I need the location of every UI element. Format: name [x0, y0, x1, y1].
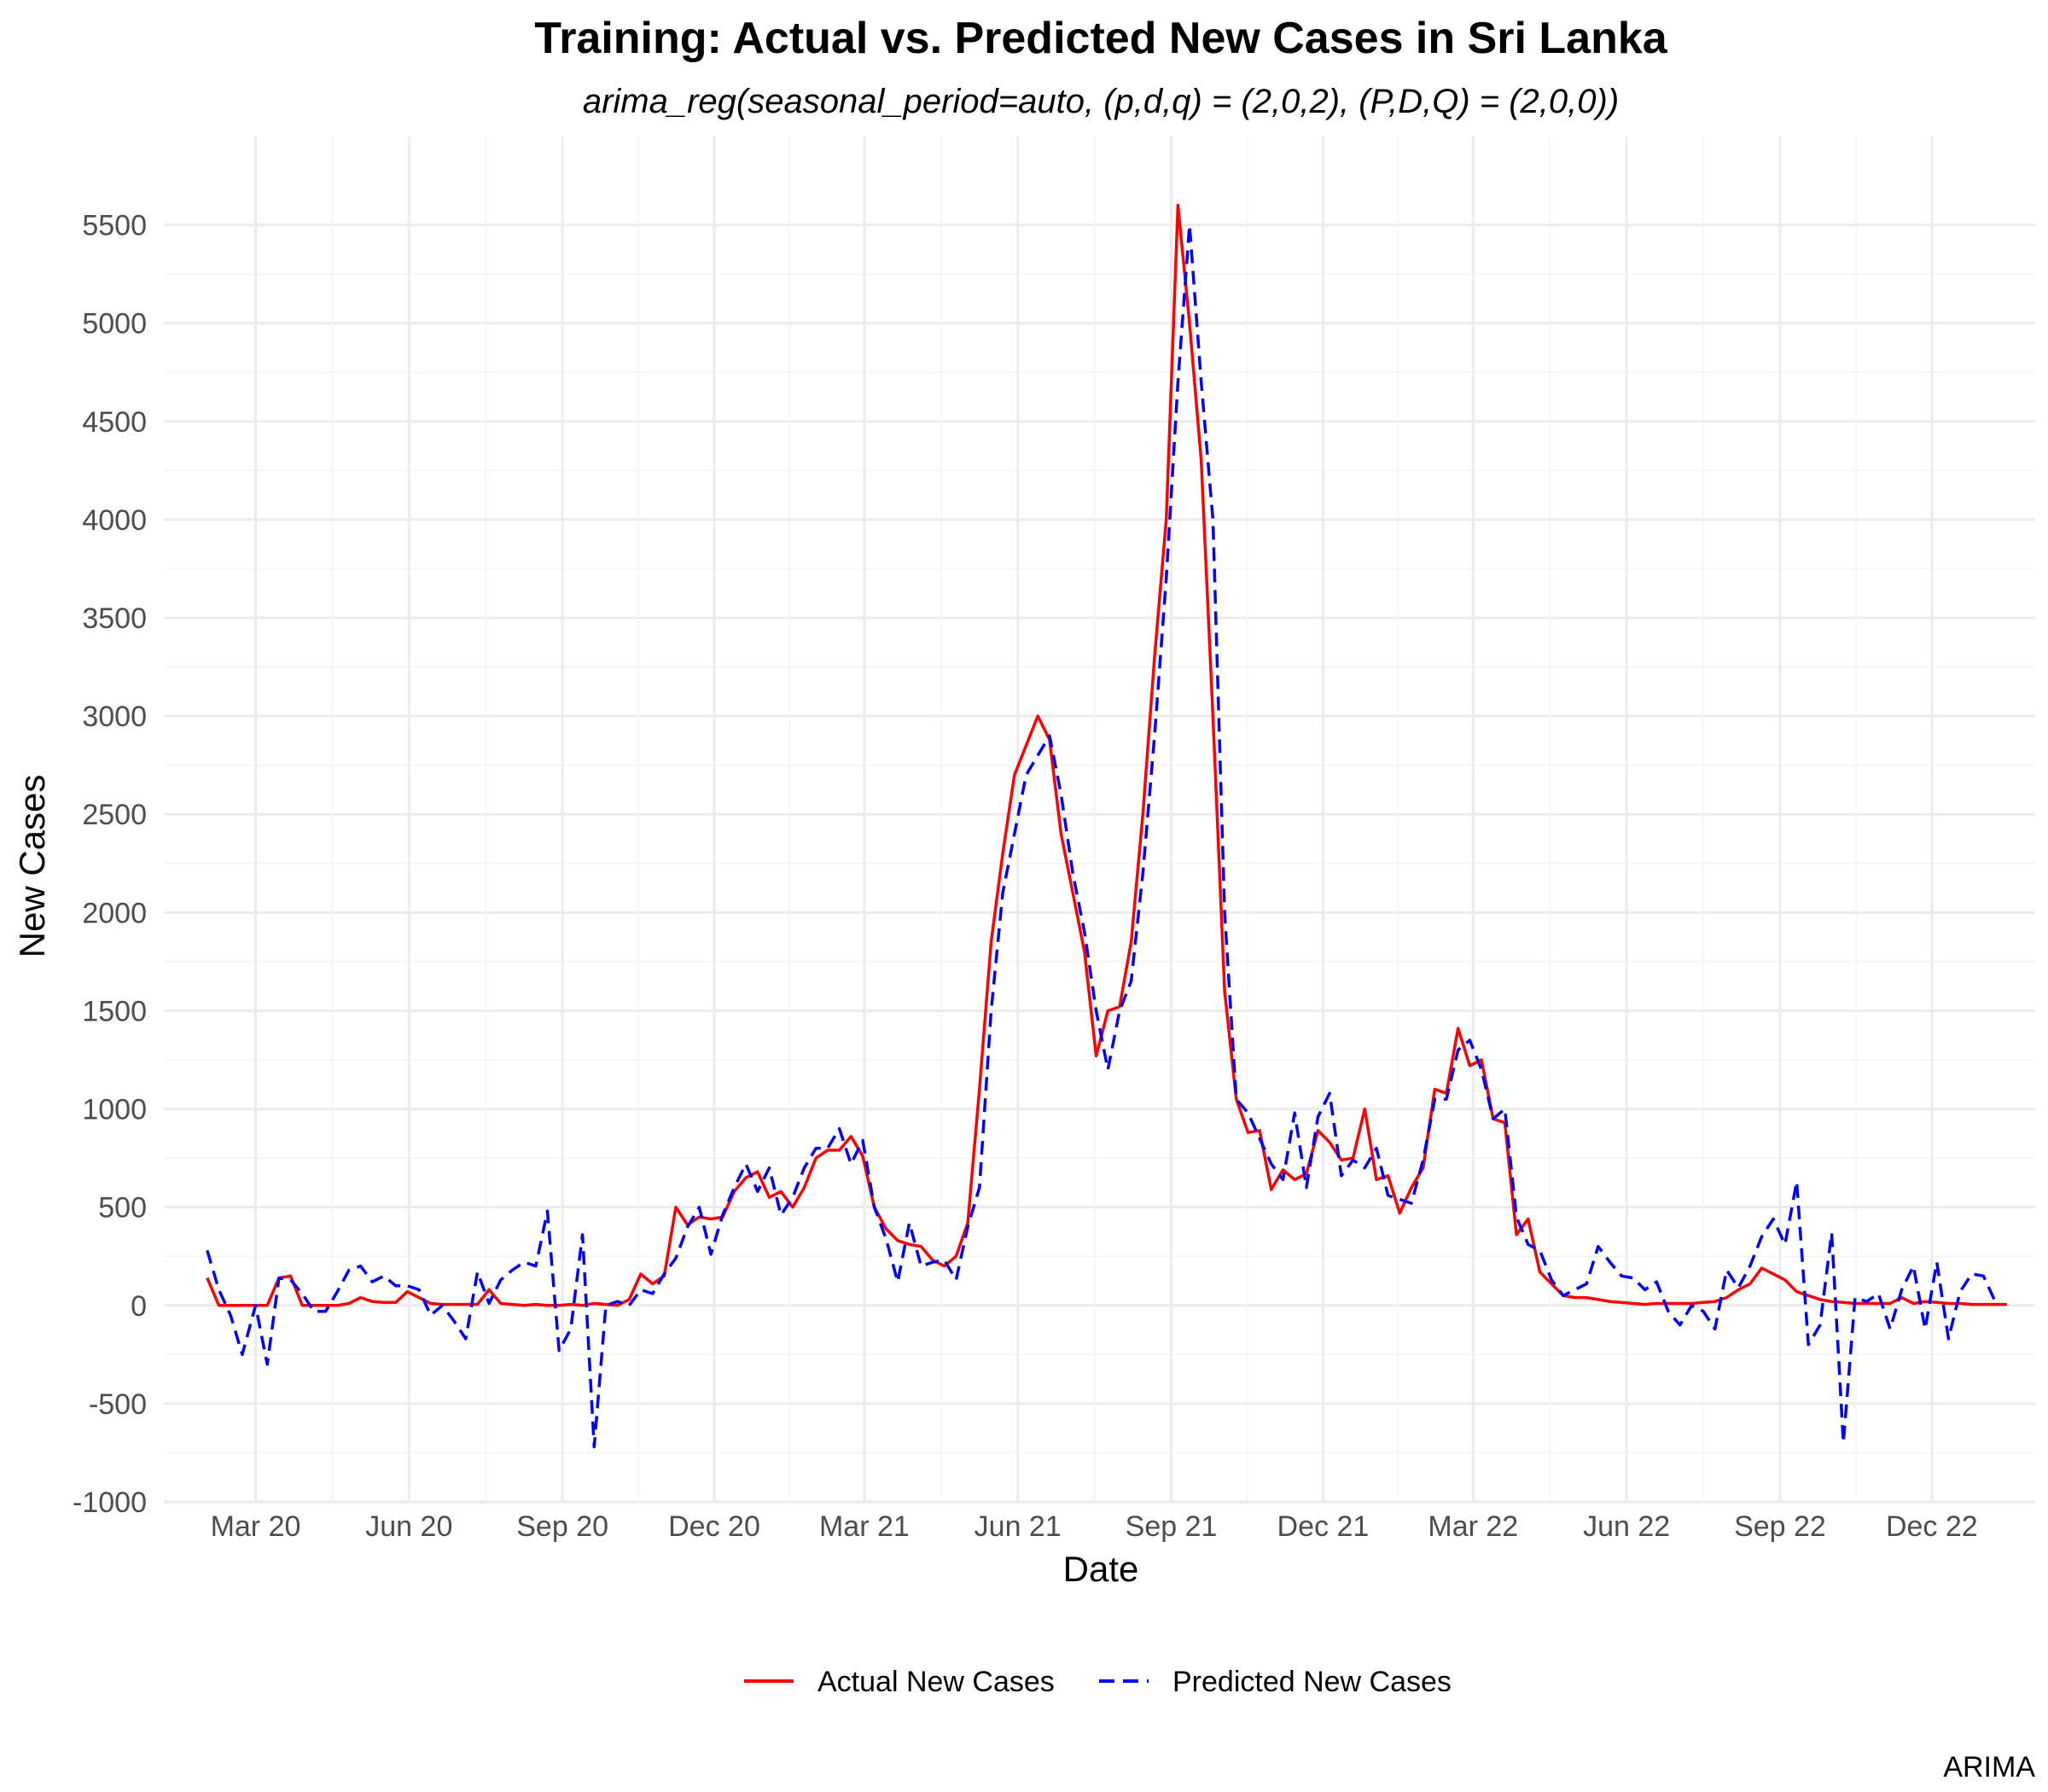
x-tick-label: Mar 22: [1428, 1510, 1518, 1543]
y-tick-label: -1000: [73, 1487, 147, 1519]
legend: Actual New Cases Predicted New Cases: [744, 1666, 1452, 1698]
y-tick-label: 0: [131, 1290, 147, 1323]
chart-caption: ARIMA: [1943, 1751, 2035, 1783]
x-tick-label: Sep 20: [516, 1510, 608, 1543]
y-axis-title: New Cases: [12, 775, 52, 958]
y-tick-label: 2000: [82, 897, 147, 929]
series-lines: [206, 203, 2007, 1449]
series-line-predicted-new-cases: [206, 223, 1997, 1449]
x-axis-title: Date: [1063, 1549, 1139, 1589]
x-tick-label: Dec 20: [668, 1510, 760, 1543]
chart-title: Training: Actual vs. Predicted New Cases…: [534, 14, 1667, 63]
y-axis-tick-labels: -1000 -500 0 500 1000 1500 2000 2500 3000 3500 400…: [73, 210, 147, 1519]
y-tick-label: 500: [98, 1192, 147, 1225]
y-tick-label: 3000: [82, 701, 147, 733]
x-tick-label: Dec 22: [1886, 1510, 1978, 1543]
y-tick-label: 2500: [82, 799, 147, 831]
y-tick-label: 1500: [82, 995, 147, 1027]
grid-lines: [164, 137, 2035, 1504]
x-tick-label: Sep 21: [1126, 1510, 1218, 1543]
x-tick-label: Mar 21: [819, 1510, 910, 1543]
y-tick-label: 1000: [82, 1094, 147, 1126]
y-tick-label: -500: [89, 1388, 147, 1421]
x-tick-label: Jun 21: [975, 1510, 1062, 1543]
x-tick-label: Jun 20: [365, 1510, 452, 1543]
x-tick-label: Dec 21: [1277, 1510, 1370, 1543]
y-tick-label: 4000: [82, 504, 147, 537]
series-line-actual-new-cases: [206, 203, 2007, 1307]
chart-subtitle: arima_reg(seasonal_period=auto, (p,d,q) …: [583, 83, 1619, 120]
y-tick-label: 5500: [82, 210, 147, 242]
x-tick-label: Mar 20: [211, 1510, 301, 1543]
y-tick-label: 4500: [82, 406, 147, 439]
x-tick-label: Jun 22: [1583, 1510, 1670, 1543]
legend-label-predicted-new-cases: Predicted New Cases: [1172, 1666, 1452, 1698]
legend-label-actual-new-cases: Actual New Cases: [817, 1666, 1055, 1698]
y-tick-label: 3500: [82, 602, 147, 635]
y-tick-label: 5000: [82, 308, 147, 340]
x-axis-tick-labels: Mar 20 Jun 20 Sep 20 Dec 20 Mar 21 Jun 21 Sep …: [211, 1510, 1978, 1543]
x-tick-label: Sep 22: [1734, 1510, 1826, 1543]
